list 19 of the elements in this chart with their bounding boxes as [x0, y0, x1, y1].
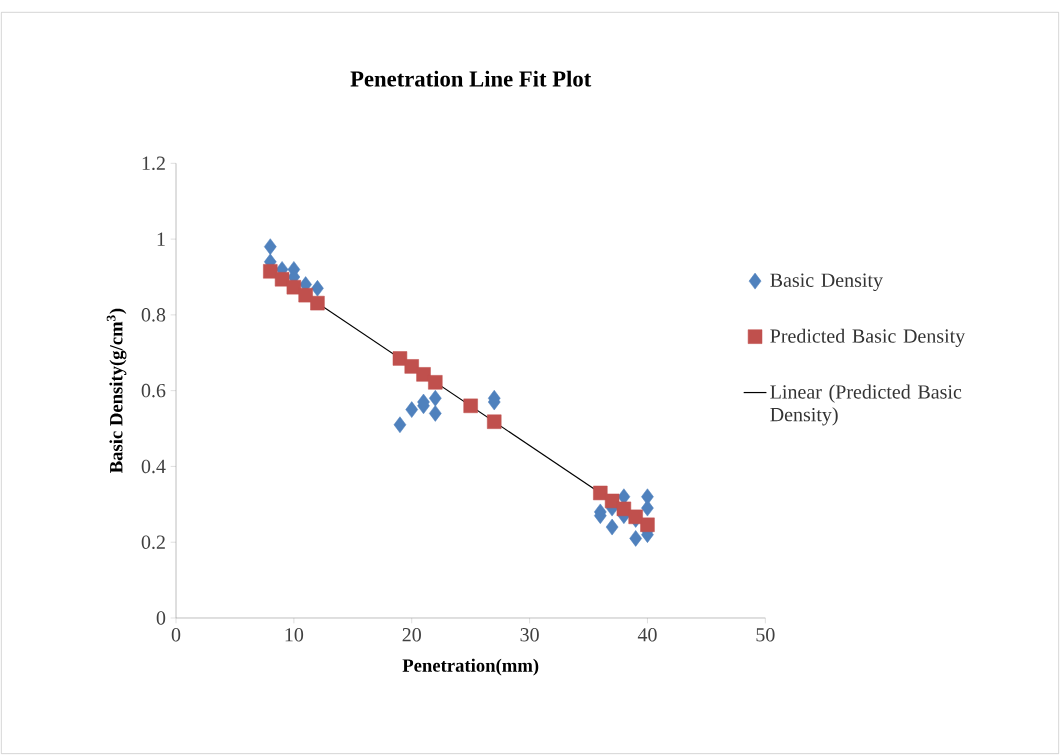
legend-label: Basic Density — [770, 273, 883, 292]
x-tick-label: 0 — [171, 628, 181, 642]
x-tick-label: 30 — [520, 628, 539, 642]
legend-label: Predicted Basic Density — [770, 328, 966, 347]
y-tick-label: 0.6 — [141, 383, 166, 398]
legend-label: Linear (Predicted Basic Density) — [770, 384, 962, 426]
y-tick-label: 1 — [157, 232, 165, 246]
y-tick-label: 0 — [156, 611, 166, 625]
y-tick-label: 1.2 — [142, 156, 165, 171]
chart-title: Penetration Line Fit Plot — [350, 70, 592, 87]
y-tick-label: 0.4 — [141, 459, 166, 474]
x-tick-label: 10 — [285, 628, 304, 642]
x-tick-label: 40 — [637, 628, 657, 642]
x-tick-label: 50 — [756, 628, 775, 642]
y-tick-label: 0.8 — [141, 308, 166, 322]
y-tick-label: 0.2 — [141, 535, 165, 550]
x-tick-label: 20 — [402, 628, 421, 642]
y-axis-title: Basic Density(g/cm$^{3}$) — [106, 308, 127, 473]
x-axis-title: Penetration(mm) — [402, 658, 539, 676]
